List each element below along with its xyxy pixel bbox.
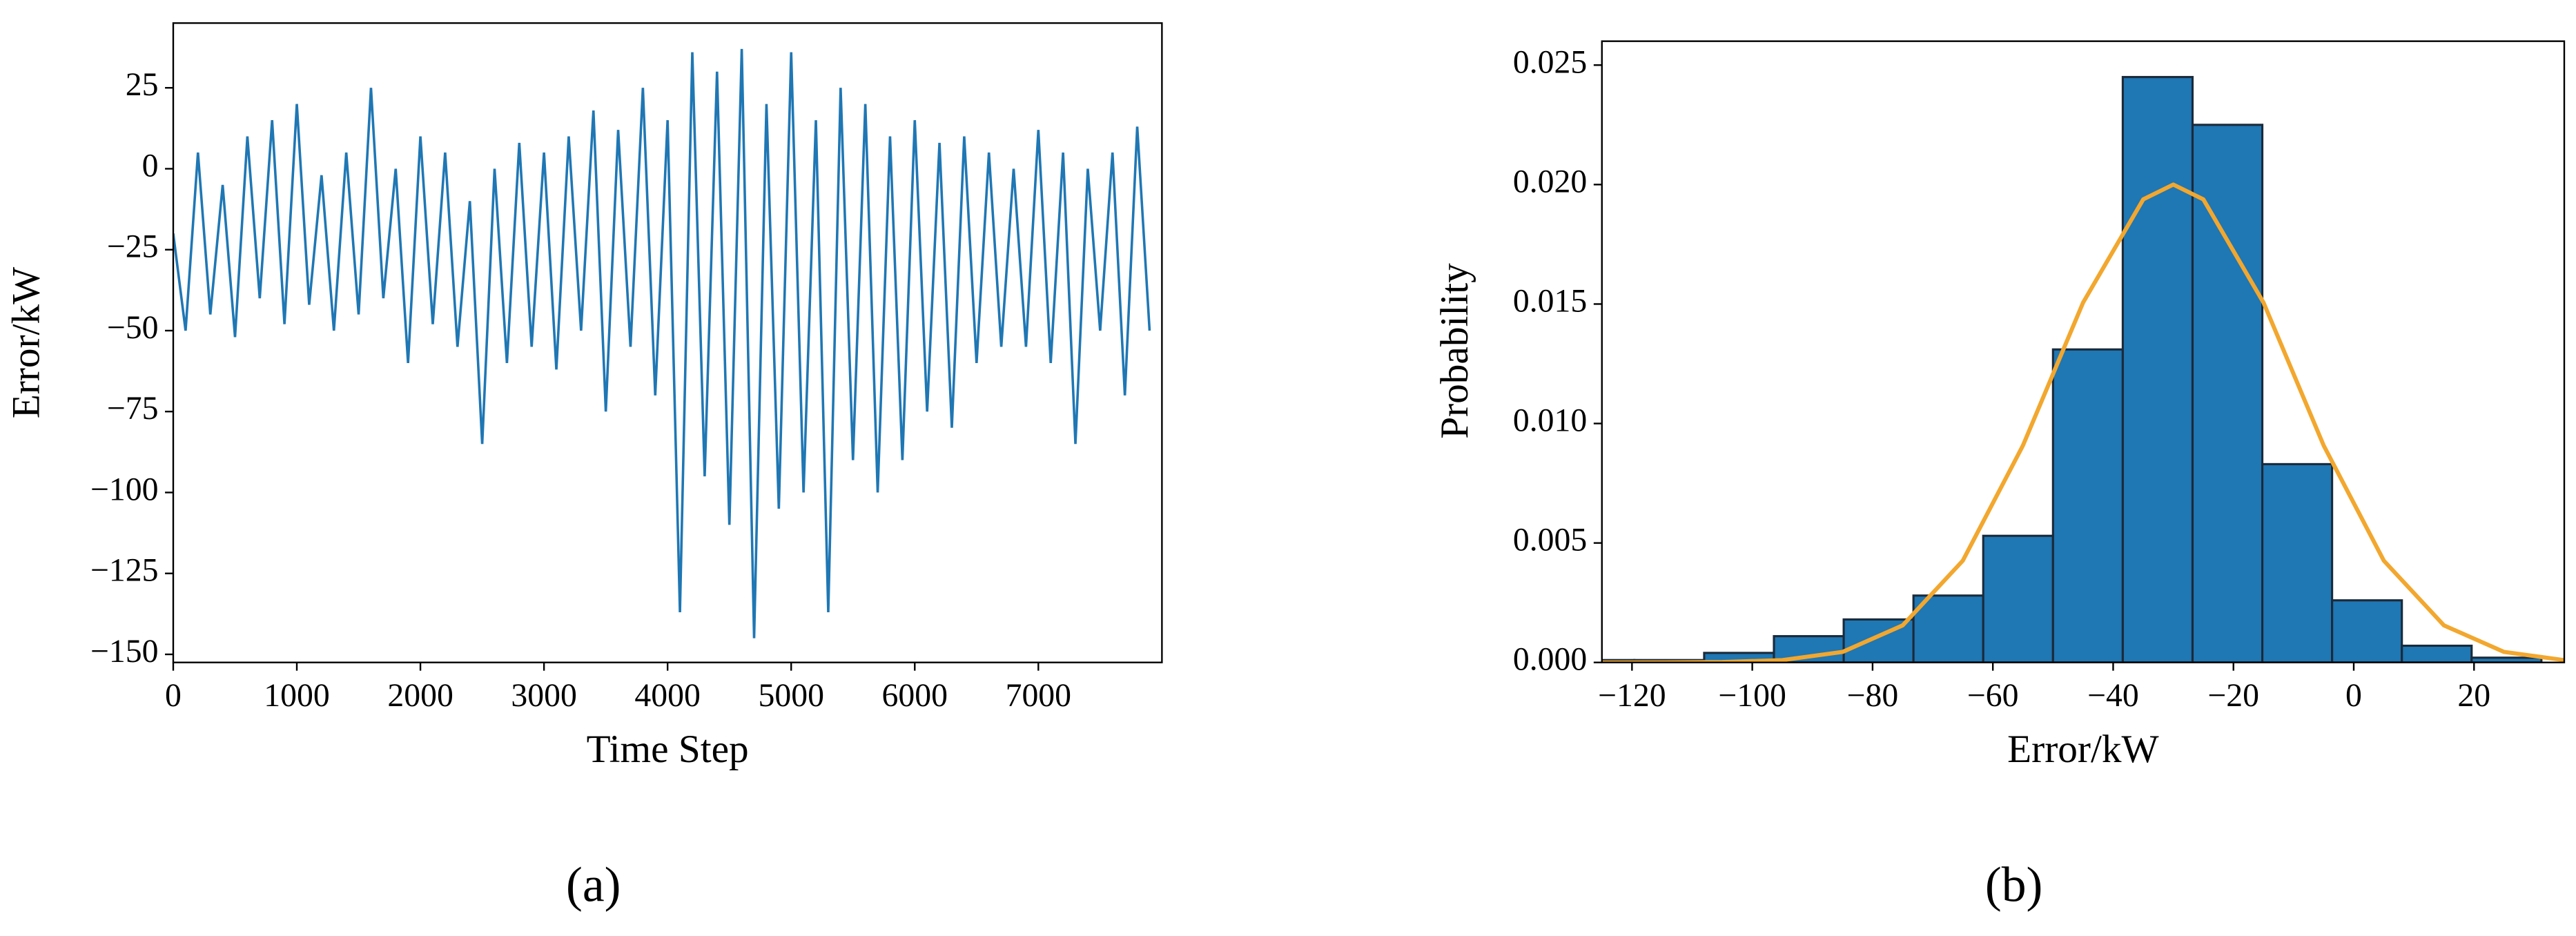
hist-bar	[2401, 644, 2473, 663]
y-tick-label: −150	[90, 633, 159, 670]
x-tick-label: −40	[2087, 677, 2139, 714]
x-tick-label: −60	[1967, 677, 2019, 714]
x-axis-label: Time Step	[587, 728, 749, 771]
x-tick-label: 6000	[882, 677, 948, 714]
hist-bar	[2051, 348, 2124, 663]
y-tick-label: −125	[90, 552, 159, 589]
y-tick-label: −50	[107, 309, 159, 346]
fit-curve	[1601, 182, 2564, 663]
hist-bar	[2331, 599, 2403, 663]
panel-caption: (b)	[1985, 858, 2043, 913]
y-tick-label: 0.015	[1513, 282, 1587, 319]
y-tick-label: 0.020	[1513, 163, 1587, 199]
y-tick-label: 25	[126, 66, 159, 103]
hist-bar	[2261, 462, 2334, 663]
x-tick-label: 0	[2345, 677, 2362, 714]
y-tick-label: 0.025	[1513, 43, 1587, 80]
x-tick-label: 20	[2457, 677, 2490, 714]
plot-area	[173, 48, 1151, 638]
panel-caption: (a)	[566, 858, 621, 913]
hist-bar	[2191, 124, 2264, 663]
x-tick-label: 5000	[758, 677, 823, 714]
y-tick-label: 0	[142, 147, 159, 184]
x-tick-label: 3000	[511, 677, 576, 714]
hist-bar	[1912, 594, 1984, 663]
x-tick-label: 1000	[264, 677, 329, 714]
y-axis-label: Error/kW	[4, 267, 48, 418]
y-tick-label: −25	[107, 228, 159, 265]
x-tick-label: −100	[1718, 677, 1786, 714]
y-tick-label: −100	[90, 471, 159, 507]
plot-frame	[1601, 40, 2566, 663]
x-tick-label: −80	[1847, 677, 1899, 714]
x-tick-label: 4000	[634, 677, 700, 714]
y-tick-label: 0.005	[1513, 522, 1587, 558]
x-tick-label: 0	[165, 677, 182, 714]
hist-bar	[2470, 656, 2543, 663]
x-axis-label: Error/kW	[2007, 728, 2158, 771]
data-line	[173, 48, 1151, 638]
plot-area	[1601, 76, 2564, 663]
x-tick-label: −120	[1598, 677, 1666, 714]
y-tick-label: 0.000	[1513, 641, 1587, 678]
y-axis-label: Probability	[1433, 263, 1476, 439]
x-tick-label: 7000	[1006, 677, 1071, 714]
x-tick-label: −20	[2207, 677, 2259, 714]
hist-bar	[1982, 534, 2054, 663]
y-tick-label: −75	[107, 390, 159, 427]
x-tick-label: 2000	[387, 677, 453, 714]
y-tick-label: 0.010	[1513, 402, 1587, 438]
hist-bar	[2121, 76, 2194, 663]
